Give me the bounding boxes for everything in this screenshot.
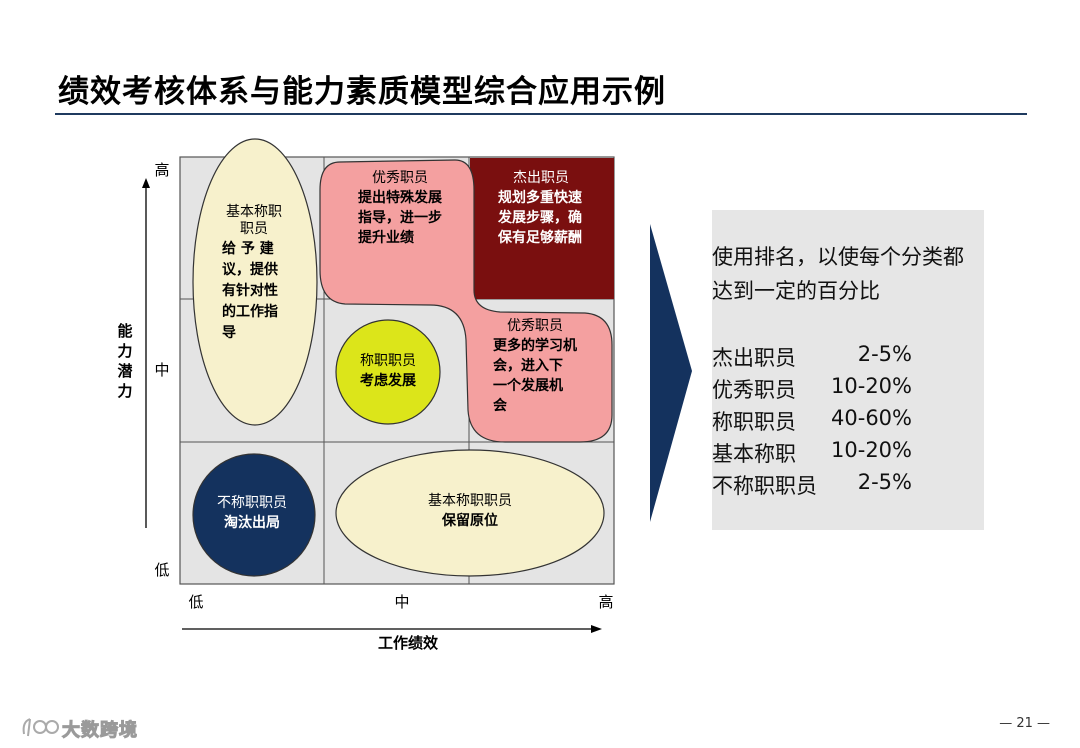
excellent-blob: [319, 159, 613, 443]
distribution-row: 杰出职员 2-5%: [712, 342, 984, 374]
distribution-row: 基本称职 10-20%: [712, 438, 984, 470]
row-category: 优秀职员: [712, 378, 796, 402]
excellent-top-action-3: 提升业绩: [358, 229, 414, 246]
row-category: 基本称职: [712, 442, 796, 466]
competent-action: 考虑发展: [360, 372, 416, 389]
outstanding-action-1: 规划多重快速: [498, 189, 582, 206]
basic-left-name-line2: 职员: [240, 221, 268, 237]
competent-circle: [335, 319, 441, 425]
distribution-row: 优秀职员 10-20%: [712, 374, 984, 406]
incompetent-circle: [192, 453, 316, 577]
x-axis-arrowhead: [591, 625, 602, 633]
excellent-right-name: 优秀职员: [507, 318, 563, 334]
watermark-logo-text: 大数跨境: [62, 720, 138, 742]
watermark-logo-icon: [22, 718, 59, 737]
row-category: 杰出职员: [712, 346, 796, 370]
excellent-right-action-4: 会: [493, 397, 508, 414]
page-number: — 21 —: [999, 716, 1050, 731]
row-percent: 10-20%: [831, 438, 912, 462]
title-divider: [55, 113, 1027, 115]
outstanding-action-2: 发展步骤，确: [497, 209, 582, 226]
excellent-top-action-2: 指导，进一步: [358, 209, 442, 226]
x-axis-label: 工作绩效: [378, 634, 439, 652]
row-percent: 40-60%: [831, 406, 912, 430]
row-percent: 10-20%: [831, 374, 912, 398]
excellent-right-action-2: 会，进入下: [493, 357, 563, 374]
basic-left-action-1: 给 予 建: [222, 240, 274, 257]
row-category: 称职职员: [712, 410, 796, 434]
excellent-right-action-3: 一个发展机: [493, 377, 563, 394]
basic-left-name-line1: 基本称职: [226, 203, 282, 220]
x-tick-mid: 中: [394, 593, 409, 611]
basic-left-action-4: 的工作指: [222, 303, 278, 320]
excellent-top-name: 优秀职员: [372, 170, 428, 186]
y-tick-mid: 中: [154, 361, 169, 379]
y-axis-label-char1: 能: [117, 322, 132, 340]
x-tick-low: 低: [188, 593, 203, 611]
basic-bottom-action: 保留原位: [441, 512, 498, 529]
outstanding-cell: [470, 158, 614, 299]
distribution-row: 不称职职员 2-5%: [712, 470, 984, 502]
basic-bottom-ellipse: [335, 449, 605, 577]
row-category: 不称职职员: [712, 474, 817, 498]
excellent-top-action-1: 提出特殊发展: [358, 189, 442, 206]
basic-left-action-3: 有针对性: [222, 282, 278, 299]
incompetent-name: 不称职职员: [217, 495, 287, 511]
y-axis-label-char3: 潜: [117, 362, 133, 380]
y-axis-label-char4: 力: [117, 382, 132, 400]
panel-note-line1: 使用排名，以使每个分类都: [712, 245, 964, 269]
y-axis-label-char2: 力: [117, 342, 132, 360]
row-percent: 2-5%: [857, 470, 912, 494]
row-percent: 2-5%: [857, 342, 912, 366]
basic-left-ellipse: [192, 138, 318, 426]
distribution-panel: 使用排名，以使每个分类都 达到一定的百分比 杰出职员 2-5% 优秀职员 10-…: [712, 210, 984, 530]
outstanding-action-3: 保有足够薪酬: [497, 229, 582, 246]
incompetent-action: 淘汰出局: [224, 514, 280, 531]
basic-left-action-2: 议，提供: [222, 261, 278, 278]
x-tick-high: 高: [598, 593, 613, 611]
y-axis-arrowhead: [142, 178, 150, 188]
basic-left-action-5: 导: [222, 325, 236, 341]
panel-note-line2: 达到一定的百分比: [712, 279, 880, 303]
panel-note: 使用排名，以使每个分类都 达到一定的百分比: [712, 240, 984, 308]
outstanding-name: 杰出职员: [513, 170, 569, 186]
basic-bottom-name: 基本称职职员: [428, 492, 512, 509]
chevron-arrow: [650, 224, 692, 522]
excellent-right-action-1: 更多的学习机: [493, 337, 577, 354]
y-tick-low: 低: [154, 561, 169, 579]
y-tick-high: 高: [154, 161, 169, 179]
page-title: 绩效考核体系与能力素质模型综合应用示例: [58, 74, 666, 110]
distribution-row: 称职职员 40-60%: [712, 406, 984, 438]
competent-name: 称职职员: [360, 353, 416, 369]
